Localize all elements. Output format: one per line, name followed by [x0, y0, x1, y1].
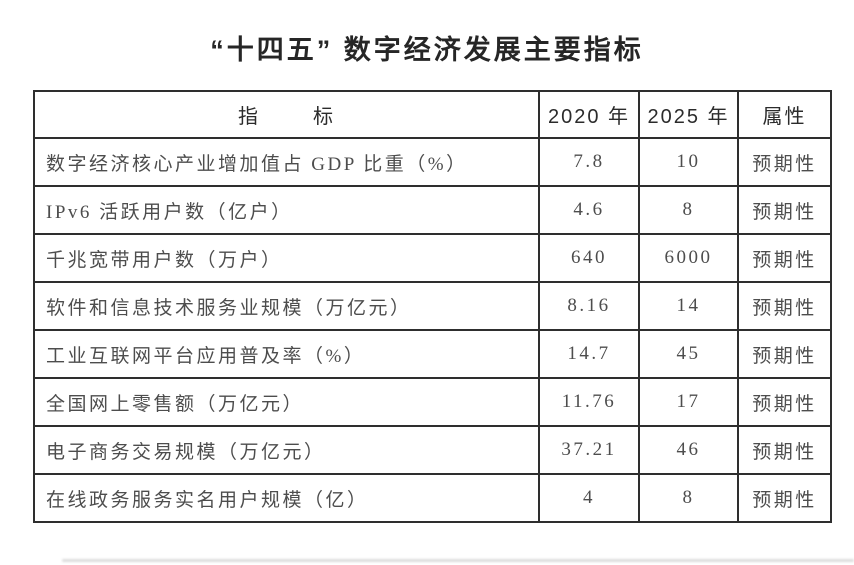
indicators-table: 指 标 2020 年 2025 年 属性 数字经济核心产业增加值占 GDP 比重… — [33, 90, 832, 523]
cell-indicator: 在线政务服务实名用户规模（亿） — [33, 473, 540, 523]
cell-attribute: 预期性 — [737, 137, 832, 187]
cell-2020: 640 — [538, 233, 640, 283]
column-header-indicator: 指 标 — [33, 90, 540, 139]
cell-attribute: 预期性 — [737, 377, 832, 427]
cell-indicator: 软件和信息技术服务业规模（万亿元） — [33, 281, 540, 331]
cell-2020: 8.16 — [538, 281, 640, 331]
cell-2020: 37.21 — [538, 425, 640, 475]
cropped-next-line-artifact — [62, 559, 854, 562]
table-row: 工业互联网平台应用普及率（%） 14.7 45 预期性 — [33, 329, 832, 379]
cell-2025: 10 — [638, 137, 739, 187]
table-row: 软件和信息技术服务业规模（万亿元） 8.16 14 预期性 — [33, 281, 832, 331]
cell-2025: 8 — [638, 185, 739, 235]
cell-2025: 17 — [638, 377, 739, 427]
cell-2025: 6000 — [638, 233, 739, 283]
cell-2020: 11.76 — [538, 377, 640, 427]
cell-2025: 8 — [638, 473, 739, 523]
cell-attribute: 预期性 — [737, 425, 832, 475]
indicators-table-body: 数字经济核心产业增加值占 GDP 比重（%） 7.8 10 预期性 IPv6 活跃用户数… — [33, 137, 832, 523]
cell-indicator: 数字经济核心产业增加值占 GDP 比重（%） — [33, 137, 540, 187]
table-header-row: 指 标 2020 年 2025 年 属性 — [33, 90, 832, 139]
table-row: 千兆宽带用户数（万户） 640 6000 预期性 — [33, 233, 832, 283]
table-row: 电子商务交易规模（万亿元） 37.21 46 预期性 — [33, 425, 832, 475]
column-header-2025: 2025 年 — [638, 90, 739, 139]
column-header-attribute: 属性 — [737, 90, 832, 139]
table-row: 在线政务服务实名用户规模（亿） 4 8 预期性 — [33, 473, 832, 523]
cell-2020: 14.7 — [538, 329, 640, 379]
cell-indicator: IPv6 活跃用户数（亿户） — [33, 185, 540, 235]
cell-2020: 4.6 — [538, 185, 640, 235]
page-title: “十四五” 数字经济发展主要指标 — [210, 35, 644, 65]
table-row: 数字经济核心产业增加值占 GDP 比重（%） 7.8 10 预期性 — [33, 137, 832, 187]
cell-attribute: 预期性 — [737, 281, 832, 331]
cell-indicator: 千兆宽带用户数（万户） — [33, 233, 540, 283]
cell-2020: 4 — [538, 473, 640, 523]
cell-attribute: 预期性 — [737, 329, 832, 379]
cell-2025: 45 — [638, 329, 739, 379]
cell-indicator: 工业互联网平台应用普及率（%） — [33, 329, 540, 379]
column-header-2020: 2020 年 — [538, 90, 640, 139]
cell-attribute: 预期性 — [737, 185, 832, 235]
cell-2025: 46 — [638, 425, 739, 475]
cell-2025: 14 — [638, 281, 739, 331]
table-row: 全国网上零售额（万亿元） 11.76 17 预期性 — [33, 377, 832, 427]
table-row: IPv6 活跃用户数（亿户） 4.6 8 预期性 — [33, 185, 832, 235]
cell-2020: 7.8 — [538, 137, 640, 187]
cell-attribute: 预期性 — [737, 233, 832, 283]
cell-attribute: 预期性 — [737, 473, 832, 523]
cell-indicator: 电子商务交易规模（万亿元） — [33, 425, 540, 475]
cell-indicator: 全国网上零售额（万亿元） — [33, 377, 540, 427]
